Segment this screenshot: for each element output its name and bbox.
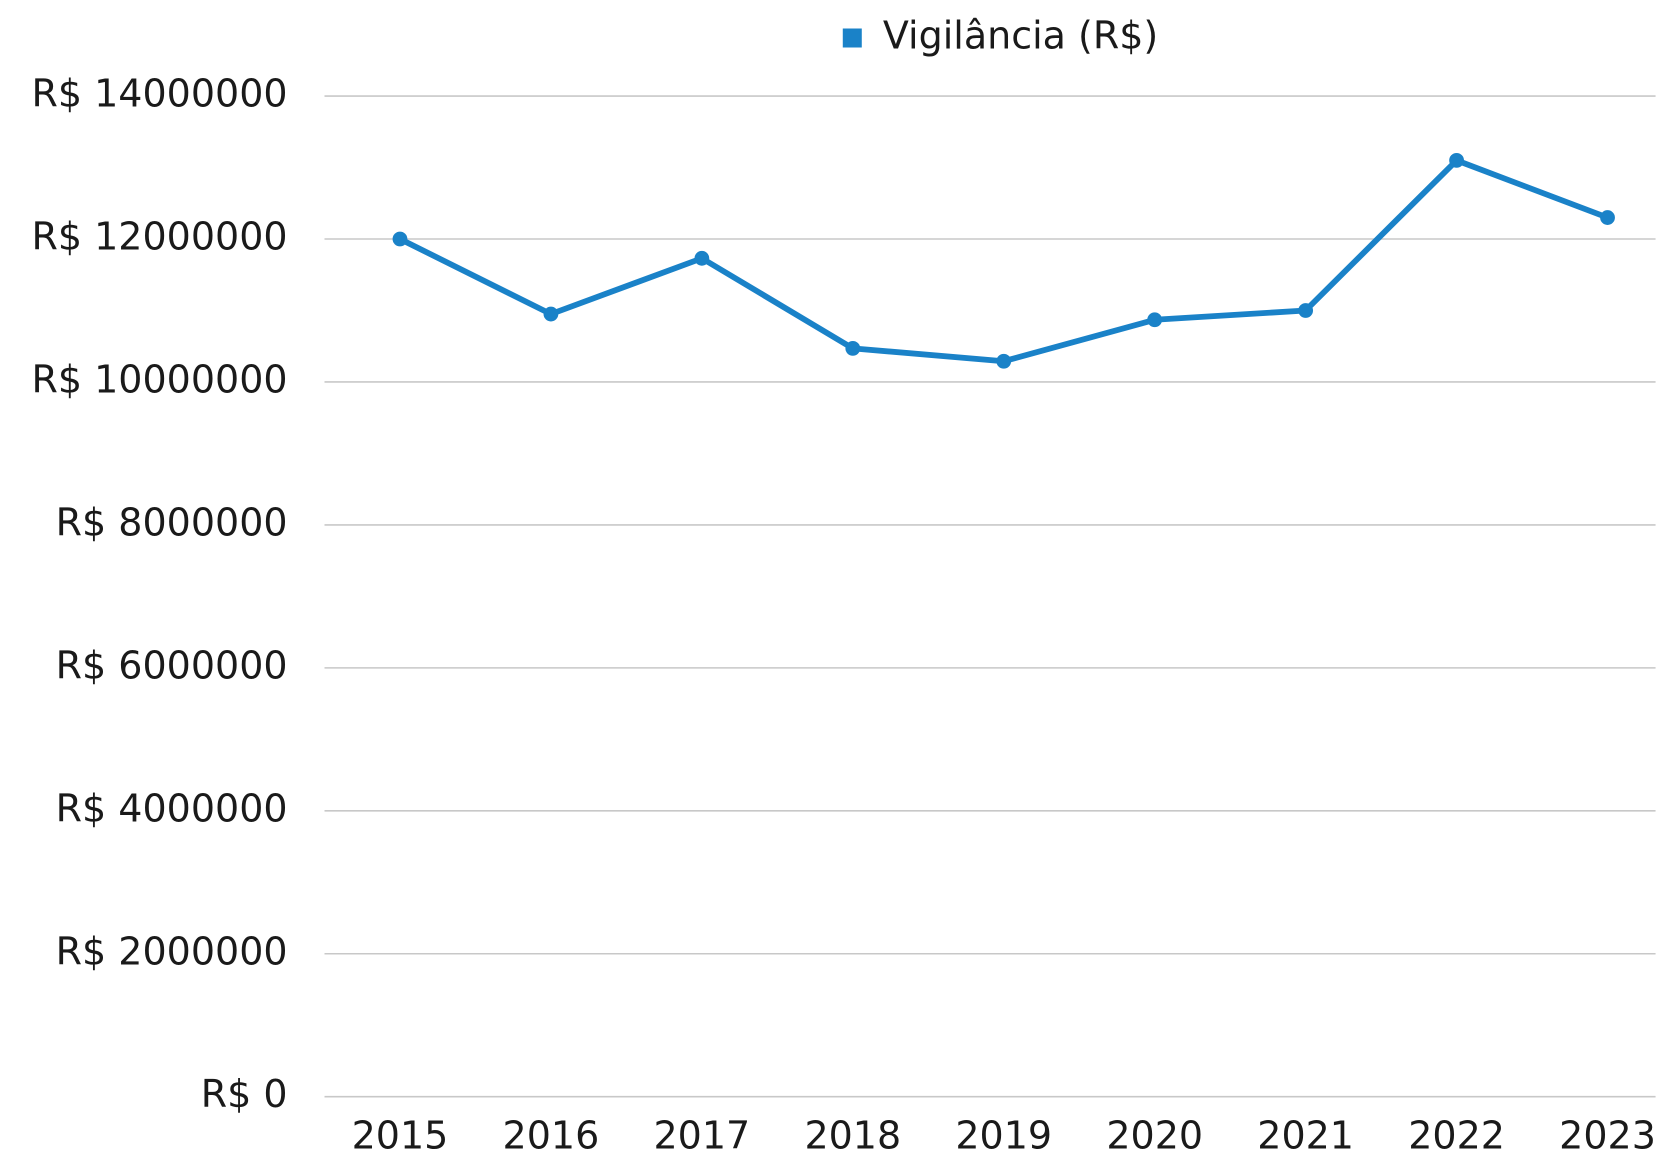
x-tick-label: 2022 [1408,1113,1505,1157]
data-point [996,353,1012,369]
y-tick-label: R$ 0 [201,1072,288,1116]
y-tick-label: R$ 4000000 [56,786,288,830]
x-tick-label: 2021 [1257,1113,1354,1157]
y-tick-label: R$ 14000000 [31,72,287,116]
data-point [392,231,408,247]
data-point [1449,152,1464,168]
x-tick-label: 2016 [503,1113,600,1157]
x-tick-label: 2017 [654,1113,751,1157]
y-tick-label: R$ 8000000 [56,500,288,544]
x-tick-label: 2020 [1106,1113,1203,1157]
y-tick-label: R$ 12000000 [31,215,287,259]
x-tick-label: 2023 [1559,1113,1656,1157]
data-point [694,250,710,266]
legend-swatch [842,28,862,48]
series-line [398,157,1609,365]
y-tick-label: R$ 2000000 [56,929,288,973]
data-point [1147,312,1163,328]
x-tick-label: 2015 [352,1113,449,1157]
x-tick-label: 2018 [804,1113,901,1157]
data-point [1298,303,1314,318]
y-tick-label: R$ 10000000 [31,357,287,401]
data-point [845,340,861,356]
data-point [1600,210,1615,225]
legend-label: Vigilância (R$) [883,14,1158,58]
data-point [543,306,559,322]
y-tick-label: R$ 6000000 [56,643,288,687]
x-tick-label: 2019 [955,1113,1052,1157]
